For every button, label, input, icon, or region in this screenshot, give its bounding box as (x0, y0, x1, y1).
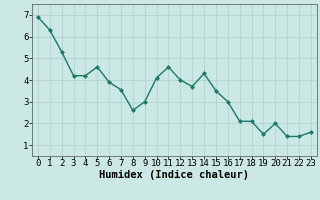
X-axis label: Humidex (Indice chaleur): Humidex (Indice chaleur) (100, 170, 249, 180)
